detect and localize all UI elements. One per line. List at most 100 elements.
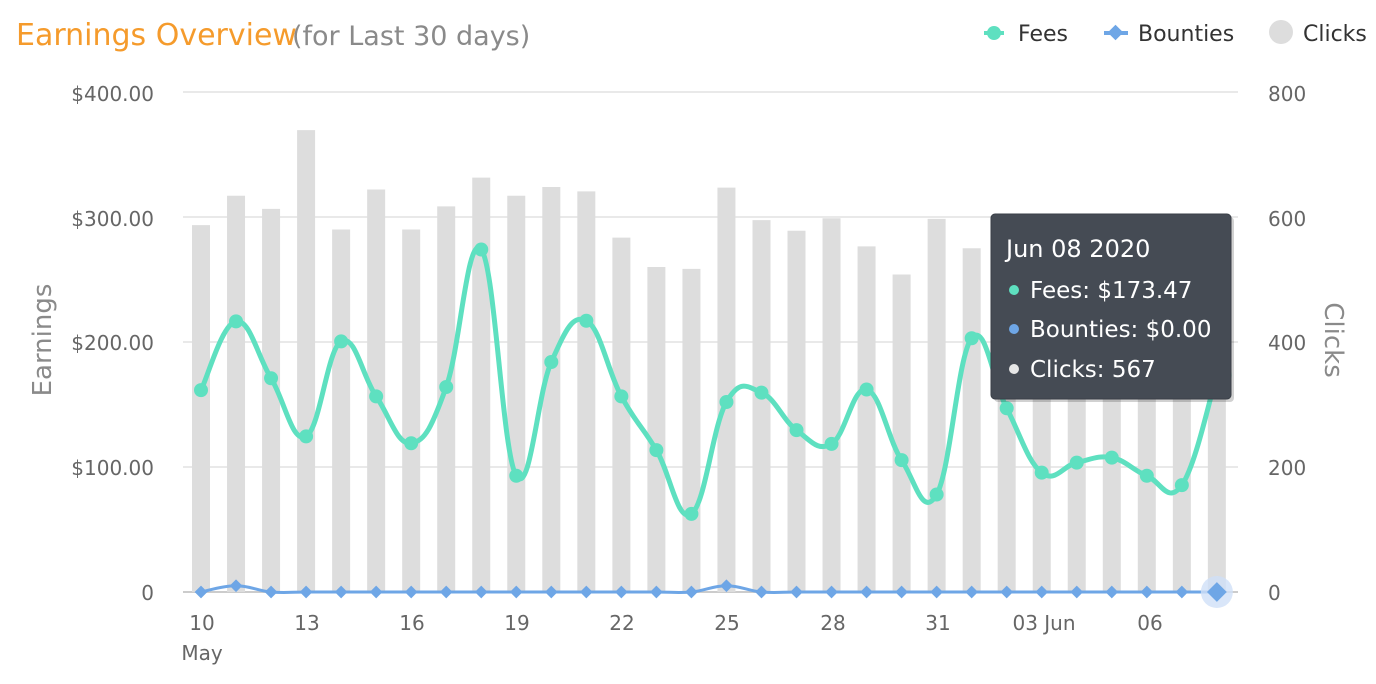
x-tick-label: 19 (504, 611, 529, 635)
fees-point (614, 389, 629, 404)
clicks-bar (472, 177, 491, 592)
fees-series (194, 242, 1232, 521)
fees-point (894, 453, 909, 468)
fees-point (299, 429, 314, 444)
fees-point (474, 242, 489, 257)
clicks-marker-icon (1269, 20, 1293, 44)
legend: Fees Bounties Clicks (984, 20, 1367, 47)
clicks-bar (857, 246, 876, 592)
fees-point (789, 423, 804, 438)
legend-item-bounties[interactable]: Bounties (1104, 22, 1234, 47)
x-tick-label: 16 (399, 611, 424, 635)
tooltip: Jun 08 2020 Fees: $173.47 Bounties: $0.0… (990, 213, 1234, 402)
clicks-bar (927, 218, 946, 592)
chart-subtitle: (for Last 30 days) (292, 21, 530, 52)
y-axis-right-title: Clicks (1318, 302, 1348, 378)
tooltip-row-bounties: Bounties: $0.00 (1030, 317, 1211, 343)
tooltip-bounties-dot-icon (1009, 324, 1019, 334)
clicks-bar (402, 229, 421, 592)
fees-marker-icon (987, 26, 1001, 40)
y-tick-label: $300.00 (71, 207, 154, 231)
chart-title: Earnings Overview (16, 18, 297, 53)
legend-item-fees[interactable]: Fees (984, 22, 1068, 47)
fees-point (404, 436, 419, 451)
x-tick-label: 25 (714, 611, 739, 635)
fees-point (859, 382, 874, 397)
fees-point (929, 487, 944, 502)
y-axis-right: 800 600 400 200 0 (1268, 82, 1306, 605)
x-tick-label: 28 (820, 611, 845, 635)
clicks-bar (507, 195, 526, 592)
bounties-marker-icon (1107, 24, 1124, 41)
fees-point (684, 506, 699, 521)
bounties-point (509, 585, 523, 599)
tooltip-row-clicks: Clicks: 567 (1030, 357, 1156, 383)
clicks-bar (297, 130, 316, 592)
fees-point (1034, 465, 1049, 480)
x-axis: 10 May 13 16 19 22 25 28 31 03 Jun 06 (181, 611, 1162, 665)
y-right-tick-label: 200 (1268, 456, 1306, 480)
clicks-bar (647, 267, 666, 592)
y-right-tick-label: 400 (1268, 331, 1306, 355)
clicks-bar (542, 187, 561, 592)
clicks-bar (332, 229, 351, 592)
y-tick-label: $400.00 (71, 82, 154, 106)
clicks-bar (612, 237, 631, 592)
fees-point (1069, 455, 1084, 470)
fees-point (824, 436, 839, 451)
fees-point (544, 355, 559, 369)
x-tick-label: 13 (294, 611, 319, 635)
y-tick-label: 0 (141, 581, 154, 605)
y-axis-left: $400.00 $300.00 $200.00 $100.00 0 (71, 82, 154, 605)
clicks-bar (577, 191, 596, 592)
clicks-bar (892, 274, 911, 592)
y-axis-title: Earnings (28, 284, 58, 397)
clicks-bar (787, 230, 806, 592)
tooltip-background (990, 213, 1232, 400)
fees-point (719, 395, 734, 409)
fees-point (649, 443, 664, 458)
y-tick-label: $200.00 (71, 331, 154, 355)
fees-point (334, 334, 349, 349)
clicks-bar (682, 268, 701, 592)
clicks-bar (227, 195, 246, 592)
tooltip-title: Jun 08 2020 (1004, 235, 1150, 263)
legend-item-clicks[interactable]: Clicks (1269, 20, 1367, 47)
y-right-tick-label: 600 (1268, 207, 1306, 231)
fees-point (194, 383, 208, 398)
fees-point (1139, 468, 1154, 483)
fees-point (229, 314, 244, 329)
legend-label: Fees (1018, 22, 1068, 47)
x-tick-label: 22 (609, 611, 634, 635)
fees-point (999, 401, 1014, 416)
fees-point (1174, 478, 1189, 493)
fees-point (439, 380, 454, 394)
legend-label: Clicks (1303, 22, 1367, 47)
y-right-tick-label: 800 (1268, 82, 1306, 106)
fees-point (754, 385, 769, 400)
clicks-bar (822, 218, 841, 592)
clicks-bar (752, 220, 771, 592)
clicks-bar (192, 225, 210, 592)
fees-point (579, 313, 594, 328)
legend-label: Bounties (1138, 22, 1234, 47)
x-tick-label: 06 (1137, 611, 1162, 635)
fees-point (369, 389, 384, 404)
x-tick-label: 03 Jun (1012, 611, 1075, 635)
x-tick-label: 10 (189, 611, 214, 635)
fees-point (964, 331, 979, 346)
clicks-bars (192, 130, 1226, 592)
x-tick-month-label: May (181, 641, 223, 665)
clicks-bar (962, 248, 981, 592)
tooltip-row-fees: Fees: $173.47 (1030, 278, 1192, 304)
tooltip-clicks-dot-icon (1009, 364, 1019, 374)
tooltip-fees-dot-icon (1009, 285, 1019, 295)
y-right-tick-label: 0 (1268, 581, 1281, 605)
fees-point (509, 468, 524, 483)
y-tick-label: $100.00 (71, 456, 154, 480)
clicks-bar (437, 206, 456, 592)
fees-point (264, 371, 279, 386)
clicks-bar (262, 208, 281, 592)
